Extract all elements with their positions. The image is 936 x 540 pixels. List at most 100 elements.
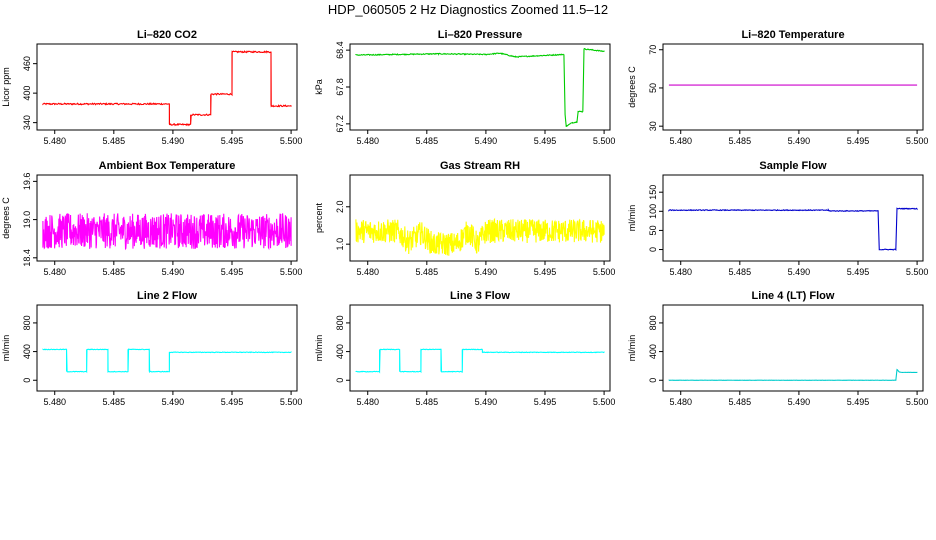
- x-tick-label: 5.485: [103, 397, 126, 407]
- y-tick-label: 70: [648, 45, 658, 55]
- panel-title: Line 2 Flow: [137, 290, 197, 302]
- y-axis-label: kPa: [314, 79, 324, 95]
- panel-title: Gas Stream RH: [440, 160, 520, 172]
- x-tick-label: 5.490: [475, 267, 498, 277]
- y-axis-label: percent: [314, 202, 324, 233]
- y-axis-label: ml/min: [1, 335, 11, 362]
- x-tick-label: 5.500: [906, 136, 929, 146]
- x-tick-label: 5.485: [729, 267, 752, 277]
- series-line: [355, 348, 605, 374]
- y-tick-label: 30: [648, 121, 658, 131]
- panel-title: Line 3 Flow: [450, 290, 510, 302]
- y-tick-label: 68.4: [335, 41, 345, 59]
- x-tick-label: 5.490: [788, 136, 811, 146]
- panel-title: Line 4 (LT) Flow: [752, 290, 835, 302]
- x-tick-label: 5.490: [162, 397, 185, 407]
- chart-panel-2: Li–820 Pressure 5.480 5.485 5.490 5.495 5.500…: [314, 29, 615, 146]
- series-line: [355, 48, 605, 128]
- chart-panel-8: Line 3 Flow 5.480 5.485 5.490 5.495 5.500 0 400…: [314, 290, 615, 407]
- chart-panels: Li–820 CO2 5.480 5.485 5.490 5.495 5.500 340 40…: [1, 29, 928, 407]
- x-tick-label: 5.485: [416, 397, 439, 407]
- panel-title: Li–820 CO2: [137, 29, 197, 41]
- y-axis-label: Licor ppm: [1, 67, 11, 107]
- plot-frame: [349, 174, 611, 262]
- x-tick-label: 5.480: [356, 136, 379, 146]
- x-tick-label: 5.495: [221, 397, 244, 407]
- x-tick-label: 5.495: [534, 397, 557, 407]
- y-tick-label: 19.6: [22, 173, 32, 191]
- plot-frame: [349, 43, 611, 131]
- x-tick-label: 5.480: [43, 397, 66, 407]
- y-tick-label: 18.4: [22, 249, 32, 267]
- y-tick-label: 400: [22, 86, 32, 101]
- chart-panel-6: Sample Flow 5.480 5.485 5.490 5.495 5.500 0 50 1…: [627, 160, 928, 277]
- x-tick-label: 5.500: [593, 136, 616, 146]
- y-tick-label: 400: [648, 344, 658, 359]
- y-tick-label: 800: [22, 315, 32, 330]
- panel-title: Ambient Box Temperature: [99, 160, 236, 172]
- panel-title: Li–820 Pressure: [438, 29, 522, 41]
- plot-frame: [36, 174, 298, 262]
- x-tick-label: 5.490: [162, 136, 185, 146]
- series-line: [668, 207, 918, 251]
- plot-frame: [662, 304, 924, 392]
- chart-panel-4: Ambient Box Temperature 5.480 5.485 5.490 5.…: [1, 160, 302, 277]
- y-tick-label: 400: [335, 344, 345, 359]
- x-tick-label: 5.490: [162, 267, 185, 277]
- x-tick-label: 5.480: [356, 267, 379, 277]
- x-tick-label: 5.480: [669, 397, 692, 407]
- y-tick-label: 800: [648, 315, 658, 330]
- x-tick-label: 5.500: [906, 267, 929, 277]
- x-tick-label: 5.495: [847, 397, 870, 407]
- y-tick-label: 400: [22, 344, 32, 359]
- x-tick-label: 5.490: [475, 136, 498, 146]
- y-tick-label: 50: [648, 83, 658, 93]
- y-tick-label: 460: [22, 56, 32, 71]
- x-tick-label: 5.500: [280, 136, 303, 146]
- chart-panel-1: Li–820 CO2 5.480 5.485 5.490 5.495 5.500 340 40…: [1, 29, 302, 146]
- x-tick-label: 5.480: [669, 267, 692, 277]
- x-tick-label: 5.485: [416, 136, 439, 146]
- y-tick-label: 150: [648, 185, 658, 200]
- x-tick-label: 5.490: [788, 267, 811, 277]
- x-tick-label: 5.500: [906, 397, 929, 407]
- y-tick-label: 340: [22, 115, 32, 130]
- y-tick-label: 100: [648, 204, 658, 219]
- chart-panel-3: Li–820 Temperature 5.480 5.485 5.490 5.495 5.…: [627, 29, 928, 146]
- series-line: [42, 213, 292, 251]
- x-tick-label: 5.485: [103, 267, 126, 277]
- y-axis-label: degrees C: [627, 66, 637, 108]
- x-tick-label: 5.485: [729, 136, 752, 146]
- panel-title: Li–820 Temperature: [741, 29, 844, 41]
- y-tick-label: 50: [648, 225, 658, 235]
- y-tick-label: 2.0: [335, 201, 345, 214]
- y-tick-label: 1.0: [335, 238, 345, 251]
- y-tick-label: 0: [22, 378, 32, 383]
- y-tick-label: 67.8: [335, 78, 345, 96]
- x-tick-label: 5.480: [669, 136, 692, 146]
- y-tick-label: 0: [648, 247, 658, 252]
- x-tick-label: 5.490: [788, 397, 811, 407]
- plot-frame: [662, 43, 924, 131]
- x-tick-label: 5.500: [280, 267, 303, 277]
- x-tick-label: 5.500: [593, 267, 616, 277]
- series-line: [42, 50, 292, 127]
- y-axis-label: ml/min: [627, 335, 637, 362]
- y-axis-label: ml/min: [627, 205, 637, 232]
- y-tick-label: 0: [335, 378, 345, 383]
- x-tick-label: 5.480: [356, 397, 379, 407]
- y-axis-label: ml/min: [314, 335, 324, 362]
- panel-title: Sample Flow: [759, 160, 827, 172]
- plot-frame: [349, 304, 611, 392]
- x-tick-label: 5.495: [847, 267, 870, 277]
- x-tick-label: 5.495: [847, 136, 870, 146]
- x-tick-label: 5.485: [416, 267, 439, 277]
- x-tick-label: 5.485: [103, 136, 126, 146]
- plot-frame: [662, 174, 924, 262]
- y-tick-label: 0: [648, 378, 658, 383]
- chart-panel-9: Line 4 (LT) Flow 5.480 5.485 5.490 5.495 5.50…: [627, 290, 928, 407]
- series-line: [668, 368, 918, 381]
- x-tick-label: 5.495: [221, 136, 244, 146]
- x-tick-label: 5.480: [43, 136, 66, 146]
